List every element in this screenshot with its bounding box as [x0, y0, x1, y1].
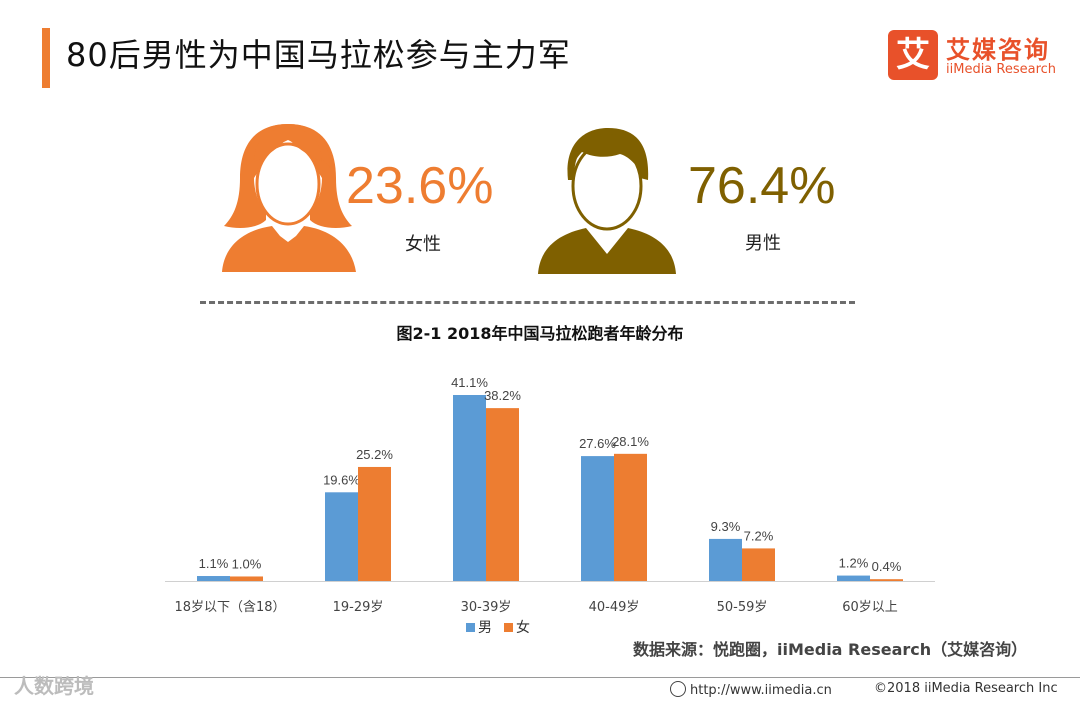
- bar-female-0: [230, 576, 263, 581]
- legend-swatch-1: [504, 623, 513, 632]
- category-label-1: 19-29岁: [333, 600, 384, 615]
- bar-female-2: [486, 408, 519, 581]
- male-user-icon: [538, 128, 676, 274]
- bar-male-5: [837, 575, 870, 581]
- data-label-male-4: 9.3%: [711, 519, 741, 534]
- female-percentage: 23.6%: [346, 157, 494, 215]
- bar-male-3: [581, 456, 614, 581]
- data-label-male-3: 27.6%: [579, 436, 616, 451]
- category-label-5: 60岁以上: [842, 600, 898, 615]
- legend-swatch-0: [466, 623, 475, 632]
- logo-english-name: iiMedia Research: [946, 62, 1057, 77]
- brand-logo: 艾 艾媒咨询 iiMedia Research: [888, 30, 1058, 82]
- data-label-female-3: 28.1%: [612, 434, 649, 449]
- category-label-3: 40-49岁: [589, 600, 640, 615]
- logo-chinese-name: 艾媒咨询: [946, 36, 1050, 64]
- data-source: 数据来源：悦跑圈，iiMedia Research（艾媒咨询）: [633, 640, 1028, 659]
- data-label-male-5: 1.2%: [839, 556, 869, 571]
- data-label-female-4: 7.2%: [744, 528, 774, 543]
- data-label-male-1: 19.6%: [323, 472, 360, 487]
- logo-mark-icon: 艾: [888, 30, 938, 80]
- bar-male-0: [197, 576, 230, 581]
- watermark: 人数跨境: [14, 674, 94, 698]
- bar-male-2: [453, 395, 486, 581]
- data-label-male-2: 41.1%: [451, 375, 488, 390]
- data-label-female-0: 1.0%: [232, 556, 262, 571]
- footer-copyright: ©2018 iiMedia Research Inc: [874, 681, 1058, 696]
- category-label-4: 50-59岁: [717, 600, 768, 615]
- footer-link[interactable]: http://www.iimedia.cn: [670, 681, 832, 698]
- globe-icon: [670, 681, 686, 697]
- legend-label-0: 男: [478, 620, 492, 636]
- bar-female-1: [358, 466, 391, 581]
- category-label-2: 30-39岁: [461, 600, 512, 615]
- data-label-female-5: 0.4%: [872, 559, 902, 574]
- bar-female-5: [870, 579, 903, 581]
- legend-label-1: 女: [516, 619, 530, 636]
- title-accent-bar: [42, 28, 50, 88]
- bar-male-4: [709, 538, 742, 581]
- data-label-male-0: 1.1%: [199, 556, 229, 571]
- section-divider: [200, 301, 855, 304]
- footer-divider: [0, 677, 1080, 678]
- footer-url-text: http://www.iimedia.cn: [690, 683, 832, 698]
- chart-title: 图2-1 2018年中国马拉松跑者年龄分布: [396, 324, 684, 343]
- female-user-icon: [222, 124, 356, 272]
- data-label-female-2: 38.2%: [484, 388, 521, 403]
- male-label: 男性: [745, 233, 781, 254]
- bar-male-1: [325, 492, 358, 581]
- female-label: 女性: [405, 234, 441, 255]
- page-title: 80后男性为中国马拉松参与主力军: [66, 36, 571, 74]
- data-label-female-1: 25.2%: [356, 447, 393, 462]
- age-distribution-chart: 1.1% 1.0%18岁以下（含18）19.6%25.2%19-29岁41.1%3…: [165, 375, 935, 636]
- bar-female-4: [742, 548, 775, 581]
- male-percentage: 76.4%: [688, 157, 836, 215]
- category-label-0: 18岁以下（含18）: [174, 599, 285, 615]
- bar-female-3: [614, 453, 647, 581]
